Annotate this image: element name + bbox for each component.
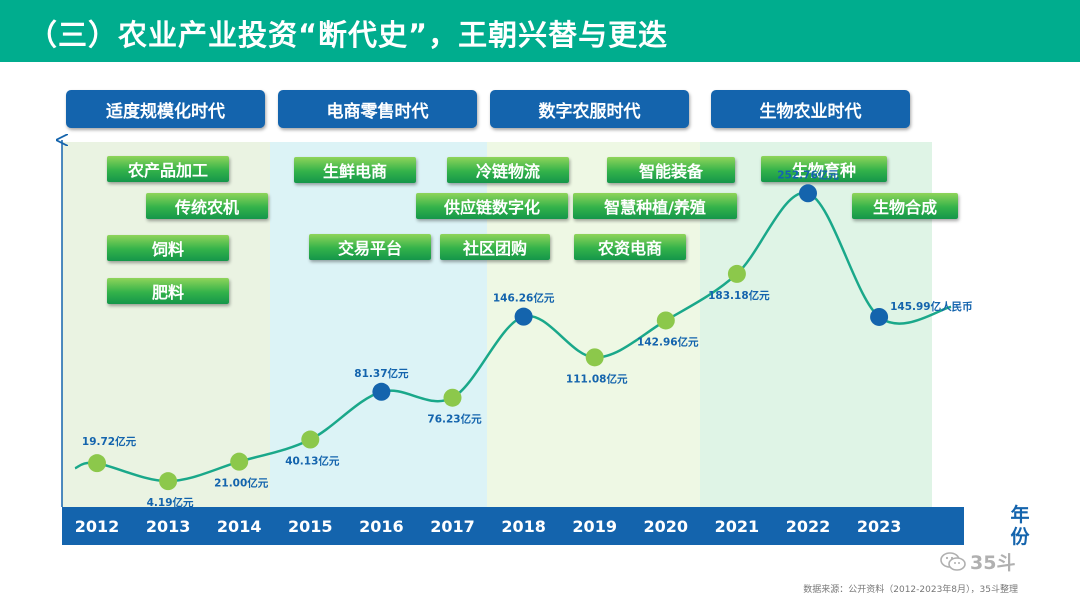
tag-fertilizer: 肥料	[107, 278, 229, 304]
era-header-3: 数字农服时代	[490, 90, 689, 128]
data-label-2016: 81.37亿元	[354, 367, 409, 380]
tag-feed: 饲料	[107, 235, 229, 261]
tag-bio-synthesis: 生物合成	[852, 193, 958, 219]
era-header-4: 生物农业时代	[711, 90, 910, 128]
data-label-2019: 111.08亿元	[566, 372, 628, 385]
tag-agri-processing: 农产品加工	[107, 156, 229, 182]
data-label-2018: 146.26亿元	[493, 292, 555, 305]
tag-community-group-buy: 社区团购	[440, 234, 550, 260]
data-label-2021: 183.18亿元	[708, 289, 770, 302]
data-point-2017	[443, 388, 462, 407]
data-point-2015	[301, 430, 320, 449]
era-header-2: 电商零售时代	[278, 90, 477, 128]
data-point-2018	[514, 307, 533, 326]
x-axis-bar	[62, 507, 964, 545]
data-label-2017: 76.23亿元	[427, 413, 482, 426]
tag-cold-chain: 冷链物流	[447, 157, 569, 183]
x-tick-2017: 2017	[430, 517, 475, 536]
tag-supply-chain-digital: 供应链数字化	[416, 193, 568, 219]
x-tick-2021: 2021	[715, 517, 760, 536]
data-source-note: 数据来源：公开资料（2012-2023年8月），35斗整理	[803, 585, 1018, 595]
data-label-2023: 145.99亿人民币	[890, 300, 973, 313]
x-tick-2020: 2020	[644, 517, 689, 536]
data-point-2022	[799, 184, 817, 203]
title-bar: （三）农业产业投资“断代史”，王朝兴替与更迭	[0, 0, 1080, 62]
x-tick-2019: 2019	[572, 517, 617, 536]
tag-agri-input-ecommerce: 农资电商	[574, 234, 686, 260]
x-tick-2013: 2013	[146, 517, 191, 536]
wechat-icon	[940, 551, 966, 571]
data-label-2022: 252.76亿元	[777, 168, 839, 181]
data-point-2020	[656, 311, 675, 330]
data-point-2013	[159, 472, 178, 491]
x-tick-2014: 2014	[217, 517, 262, 536]
data-point-2012	[88, 454, 106, 473]
data-point-2023	[870, 307, 889, 326]
data-point-2021	[727, 264, 746, 283]
x-tick-2018: 2018	[501, 517, 546, 536]
watermark: 35斗	[940, 548, 1015, 575]
page-title: （三）农业产业投资“断代史”，王朝兴替与更迭	[28, 18, 669, 52]
data-label-2015: 40.13亿元	[285, 455, 340, 468]
tag-fresh-ecommerce: 生鲜电商	[294, 157, 416, 183]
data-label-2013: 4.19亿元	[147, 496, 194, 509]
x-tick-2023: 2023	[857, 517, 902, 536]
x-tick-2016: 2016	[359, 517, 404, 536]
tag-traditional-machinery: 传统农机	[146, 193, 268, 219]
trend-line	[74, 191, 952, 483]
tag-smart-farming: 智慧种植/养殖	[573, 193, 737, 219]
era-header-1: 适度规模化时代	[66, 90, 265, 128]
data-label-2020: 142.96亿元	[637, 335, 699, 348]
x-tick-2012: 2012	[75, 517, 120, 536]
data-label-2012: 19.72亿元	[82, 435, 137, 448]
tag-trading-platform: 交易平台	[309, 234, 431, 260]
data-point-2014	[230, 452, 249, 471]
data-label-2014: 21.00亿元	[214, 477, 269, 490]
watermark-text: 35斗	[970, 552, 1016, 574]
x-tick-2022: 2022	[786, 517, 831, 536]
tag-smart-equipment: 智能装备	[607, 157, 735, 183]
tag-bio-breeding: 生物育种	[761, 156, 887, 182]
data-point-2016	[372, 382, 391, 401]
data-point-2019	[585, 348, 604, 367]
x-tick-2015: 2015	[288, 517, 333, 536]
x-axis-title: 年份	[1010, 504, 1030, 548]
